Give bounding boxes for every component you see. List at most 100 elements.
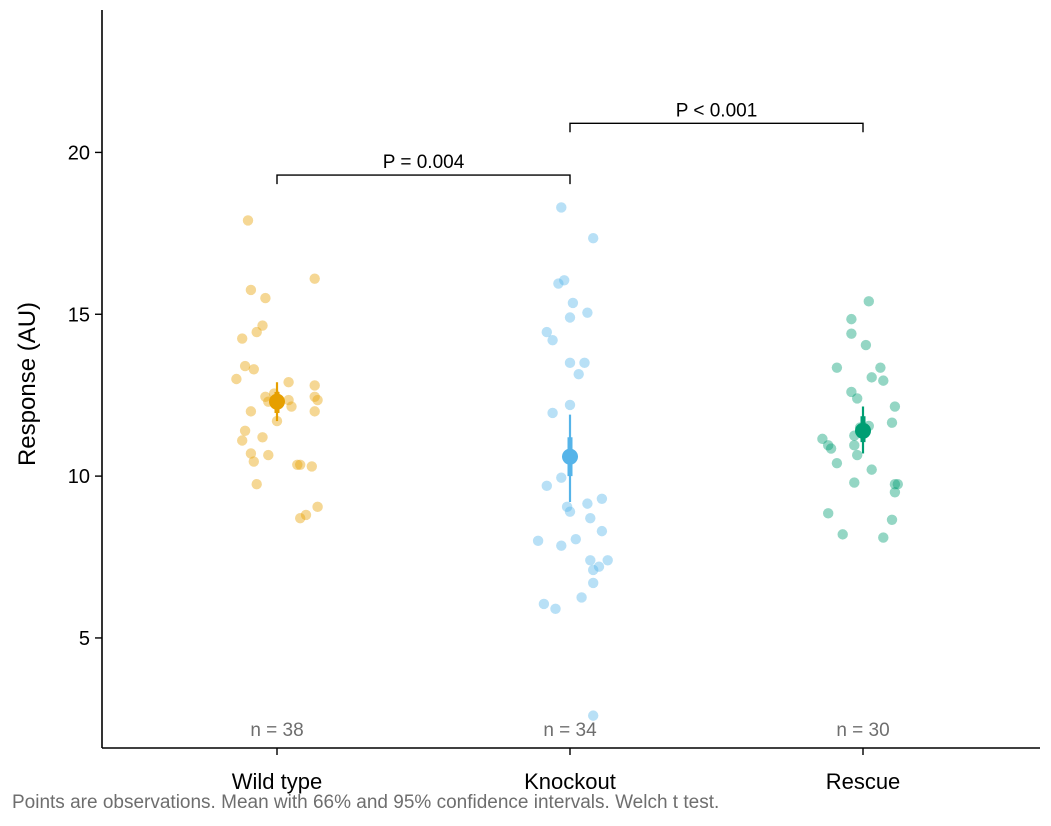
- data-point: [588, 710, 599, 721]
- n-label: n = 38: [250, 720, 303, 741]
- data-point: [564, 506, 576, 517]
- x-tick-label: Rescue: [826, 769, 901, 794]
- data-point: [892, 478, 903, 490]
- data-point: [823, 440, 834, 451]
- data-point: [831, 362, 843, 373]
- data-point: [239, 425, 251, 436]
- data-point: [878, 532, 889, 543]
- data-point: [283, 394, 294, 406]
- mean-point: [855, 422, 871, 439]
- data-point: [295, 512, 306, 524]
- data-point: [878, 375, 889, 386]
- data-point: [596, 525, 608, 537]
- data-point: [556, 472, 567, 483]
- data-point: [588, 564, 599, 576]
- data-point: [866, 464, 877, 475]
- significance-bracket: [276, 174, 571, 185]
- data-point: [257, 432, 268, 443]
- data-point: [242, 215, 254, 226]
- data-point: [248, 456, 259, 467]
- data-point: [889, 478, 901, 490]
- data-point: [559, 275, 570, 286]
- data-point: [556, 540, 567, 551]
- confidence-intervals: [269, 382, 871, 502]
- data-point: [541, 326, 552, 338]
- data-point: [309, 391, 320, 403]
- data-point: [245, 448, 257, 459]
- data-point: [547, 407, 558, 419]
- data-point: [875, 362, 886, 373]
- data-point: [538, 598, 550, 610]
- significance-brackets: P = 0.004 P < 0.001: [276, 100, 864, 185]
- data-point: [532, 535, 544, 547]
- data-point: [309, 406, 320, 417]
- data-point: [564, 357, 576, 369]
- n-label: n = 30: [836, 720, 889, 741]
- data-point: [866, 372, 877, 383]
- data-point: [579, 357, 590, 369]
- data-point: [588, 232, 599, 244]
- data-point: [846, 313, 857, 325]
- p-value-label: P = 0.004: [383, 152, 465, 173]
- data-point: [886, 417, 898, 428]
- data-point: [292, 459, 303, 470]
- p-value-label: P < 0.001: [676, 100, 758, 121]
- n-label: n = 34: [543, 720, 597, 741]
- data-point: [309, 380, 320, 391]
- data-point: [837, 529, 848, 540]
- data-point: [257, 320, 268, 331]
- data-point: [602, 555, 613, 566]
- data-point: [585, 555, 596, 566]
- data-point: [295, 459, 306, 470]
- data-point: [849, 477, 860, 488]
- data-point: [231, 373, 242, 385]
- data-point: [593, 561, 605, 572]
- data-point: [239, 360, 251, 372]
- data-point: [312, 501, 323, 513]
- axes: 5 10 15 20: [68, 10, 1040, 755]
- data-point: [561, 501, 573, 513]
- mean-point: [562, 448, 578, 465]
- data-point: [570, 534, 581, 545]
- data-point: [576, 592, 587, 603]
- data-point: [849, 440, 860, 451]
- data-point: [248, 364, 259, 375]
- significance-bracket: [569, 122, 864, 133]
- data-point: [588, 577, 599, 589]
- data-point: [846, 328, 857, 339]
- data-point: [852, 393, 863, 404]
- y-tick-label: 15: [68, 304, 90, 326]
- data-point: [556, 202, 567, 213]
- data-point: [260, 292, 271, 304]
- y-tick-label: 10: [68, 466, 90, 488]
- mean-point: [269, 393, 285, 410]
- data-point: [237, 333, 248, 344]
- data-point: [251, 326, 262, 338]
- data-point: [831, 457, 843, 469]
- data-point: [889, 487, 901, 498]
- data-point: [547, 334, 558, 346]
- x-tick-label: Wild type: [232, 769, 322, 794]
- data-point: [564, 312, 576, 323]
- y-tick-label: 20: [68, 142, 90, 164]
- data-point: [306, 461, 317, 472]
- data-point: [863, 296, 874, 307]
- data-point: [596, 493, 608, 504]
- data-point: [846, 386, 857, 398]
- chart-caption: Points are observations. Mean with 66% a…: [12, 792, 720, 813]
- data-point: [564, 399, 576, 411]
- data-point: [852, 449, 863, 461]
- chart-labels: Wild type n = 38 Knockout n = 34 Rescue n = 3…: [232, 720, 901, 794]
- data-point: [823, 508, 834, 519]
- data-point: [817, 433, 828, 445]
- x-tick-label: Knockout: [524, 769, 616, 794]
- data-point: [237, 435, 248, 446]
- data-point: [309, 273, 320, 284]
- data-point: [886, 514, 898, 526]
- data-point: [245, 406, 257, 417]
- data-point: [263, 449, 274, 461]
- y-tick-label: 5: [79, 628, 90, 650]
- data-point: [553, 278, 564, 289]
- data-point: [585, 512, 596, 524]
